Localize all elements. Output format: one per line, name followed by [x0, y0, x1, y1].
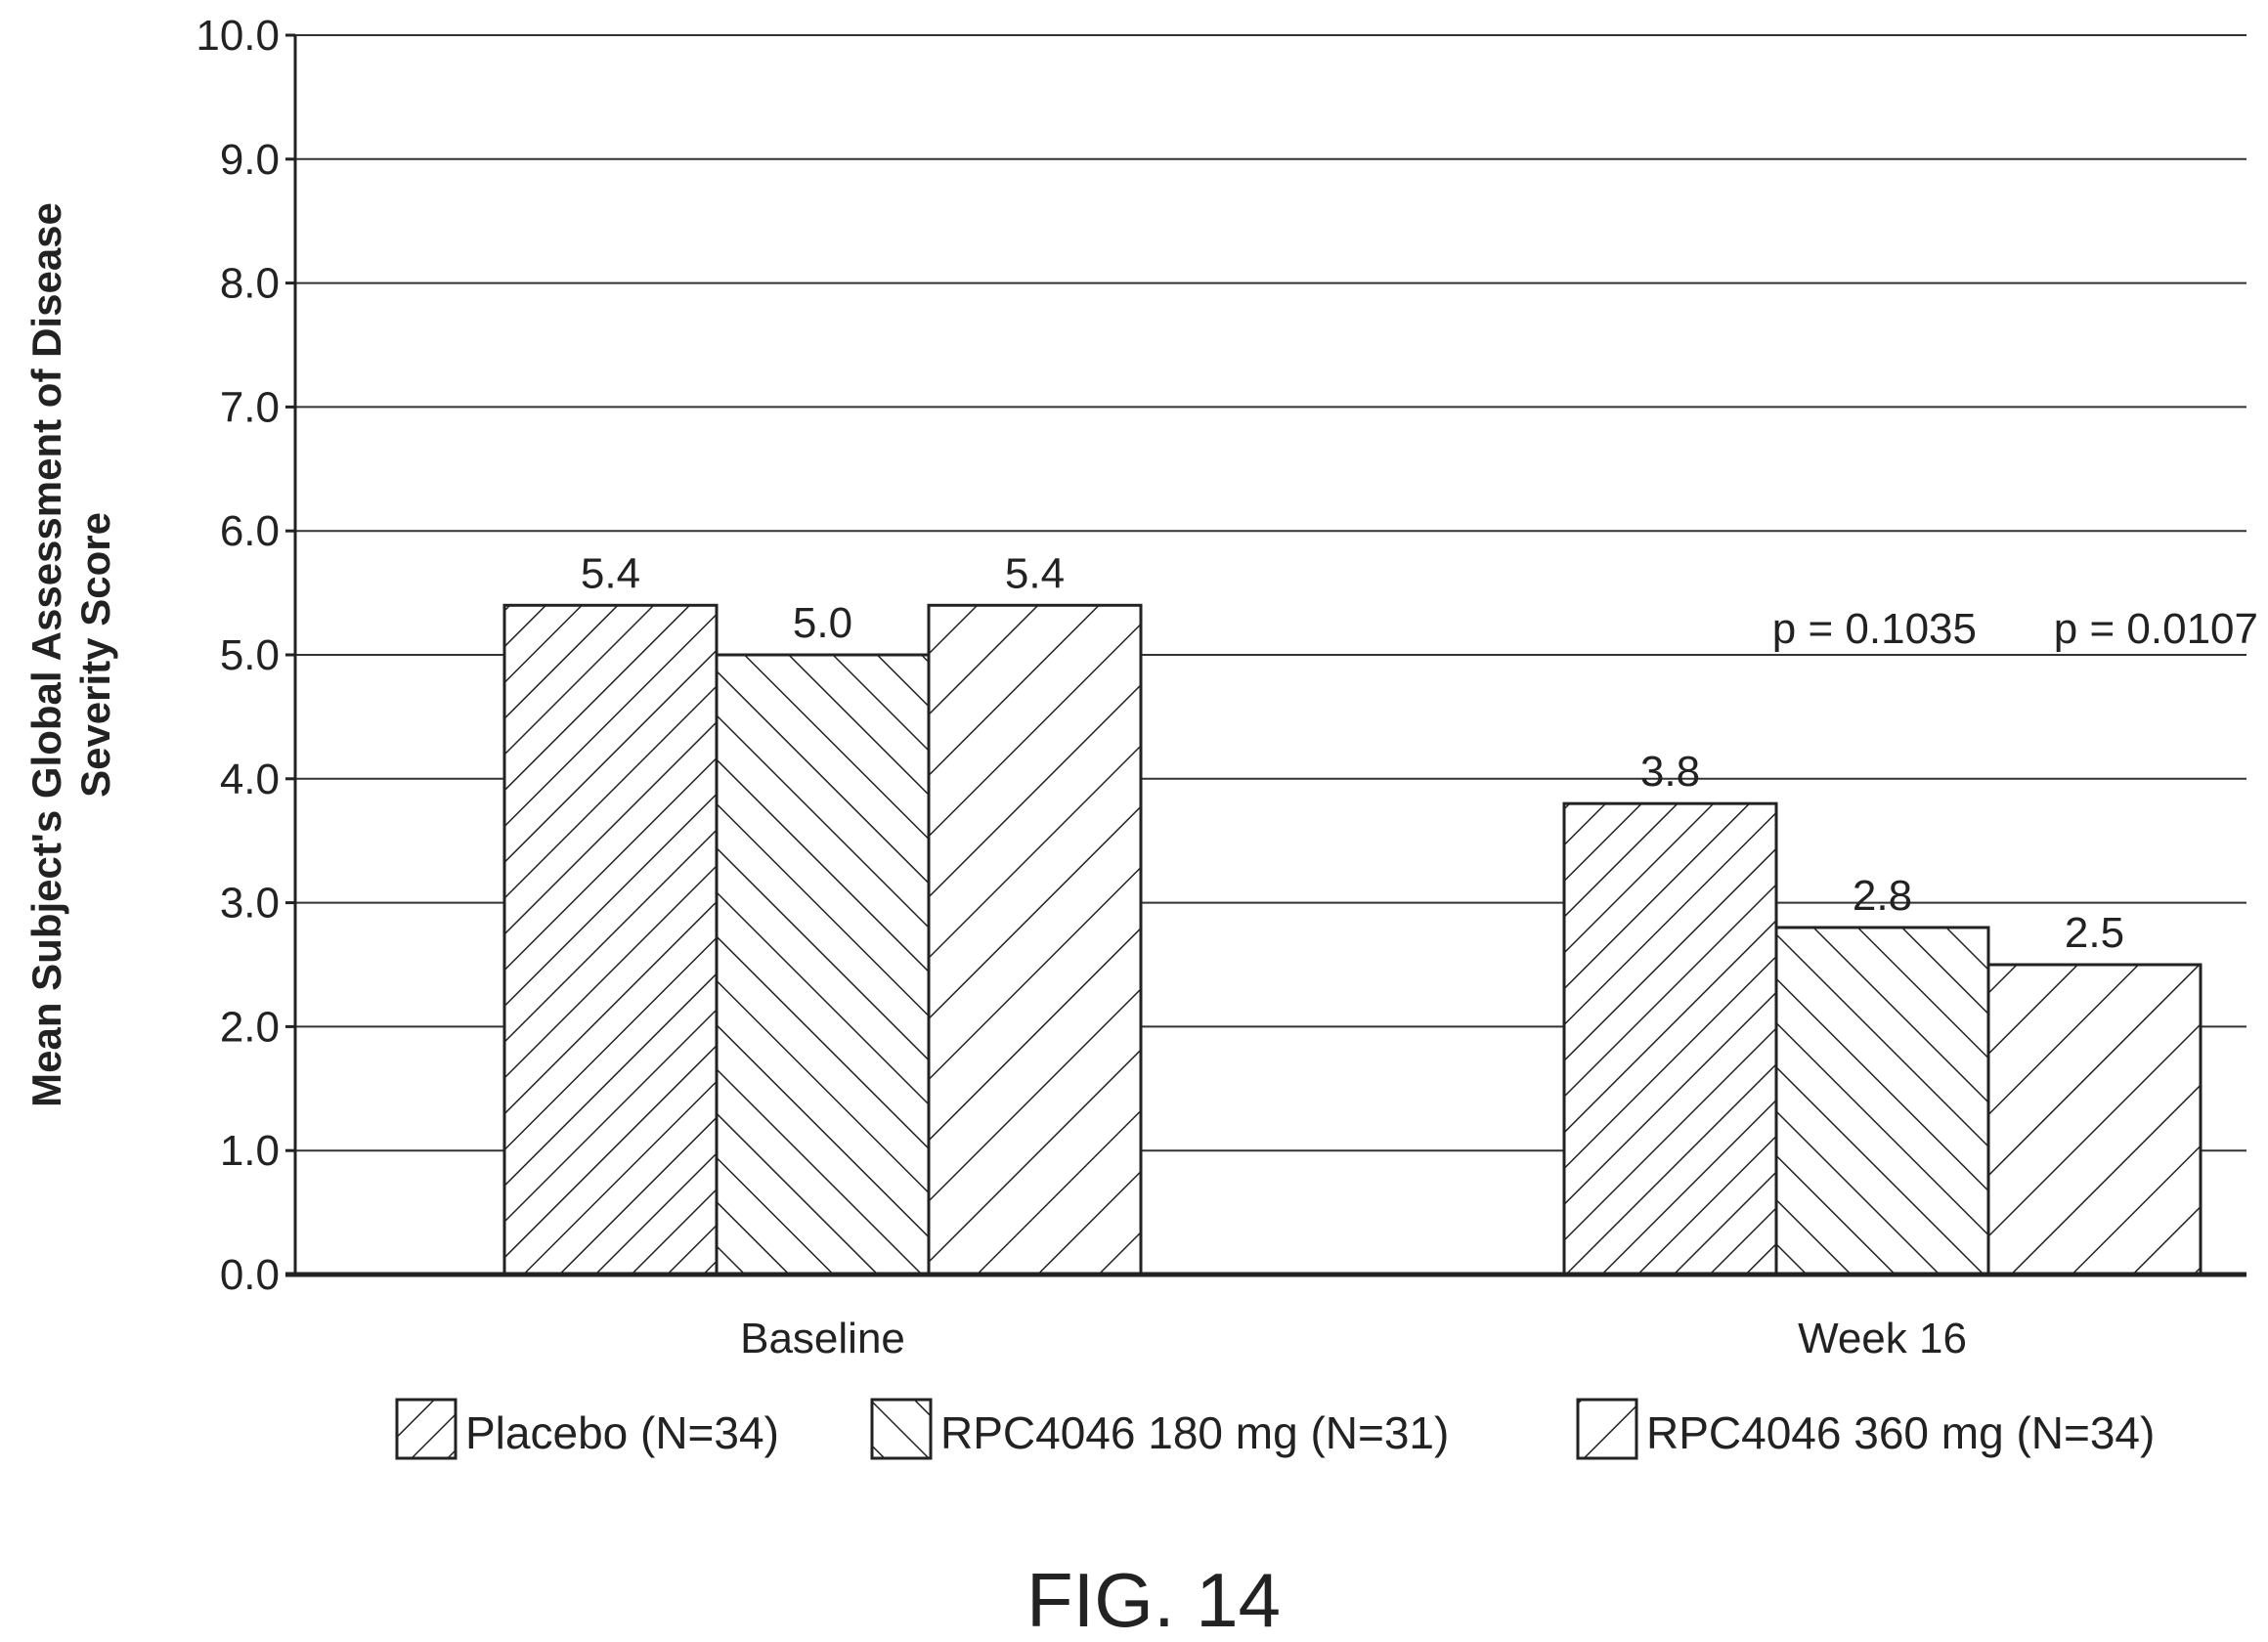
bar	[1562, 801, 1778, 1276]
legend: Placebo (N=34) RPC4046 180 mg (N=31) RPC40…	[395, 1398, 2155, 1460]
legend-label: RPC4046 360 mg (N=34)	[1646, 1407, 2155, 1458]
bar	[1986, 963, 2203, 1276]
data-label: 3.8	[1640, 748, 1700, 796]
bar	[502, 603, 719, 1276]
data-label: 2.5	[2065, 909, 2124, 957]
legend-label: Placebo (N=34)	[465, 1407, 779, 1458]
y-tick-label: 7.0	[220, 383, 280, 431]
y-tick-label: 0.0	[220, 1251, 280, 1299]
bar	[715, 653, 931, 1276]
y-tick-label: 1.0	[220, 1127, 280, 1175]
figure-label: FIG. 14	[1026, 1557, 1281, 1642]
category-labels: Baseline Week 16	[740, 1315, 1967, 1362]
y-tick-label: 9.0	[220, 136, 280, 184]
y-tick-label: 10.0	[196, 12, 280, 60]
data-label: 5.0	[793, 599, 852, 647]
y-axis-title-line-2: Severity Score	[72, 512, 118, 798]
data-label: 2.8	[1853, 872, 1912, 920]
legend-swatch	[870, 1398, 933, 1460]
data-label: 5.4	[1005, 549, 1065, 597]
legend-label: RPC4046 180 mg (N=31)	[940, 1407, 1449, 1458]
bars	[502, 603, 2203, 1276]
y-axis-ticks: 0.0 1.0 2.0 3.0 4.0 5.0 6.0 7.0 8.0 9.0 10.0	[196, 12, 295, 1299]
p-value-360mg: p = 0.0107	[2054, 605, 2258, 653]
y-tick-label: 6.0	[220, 507, 280, 555]
x-category-label: Week 16	[1798, 1315, 1967, 1362]
y-tick-label: 2.0	[220, 1003, 280, 1051]
y-tick-label: 4.0	[220, 756, 280, 803]
p-value-180mg: p = 0.1035	[1772, 605, 1977, 653]
data-label: 5.4	[581, 549, 640, 597]
bar	[927, 603, 1143, 1276]
data-labels: 5.4 5.0 5.4 3.8 2.8 2.5	[581, 549, 2124, 957]
y-axis-title-line-1: Mean Subject's Global Assessment of Dise…	[23, 202, 69, 1107]
x-category-label: Baseline	[740, 1315, 905, 1362]
bar	[1774, 926, 1990, 1276]
y-tick-label: 3.0	[220, 880, 280, 928]
legend-swatch	[1576, 1398, 1638, 1460]
legend-swatch	[395, 1398, 458, 1460]
y-tick-label: 5.0	[220, 631, 280, 679]
y-tick-label: 8.0	[220, 260, 280, 308]
